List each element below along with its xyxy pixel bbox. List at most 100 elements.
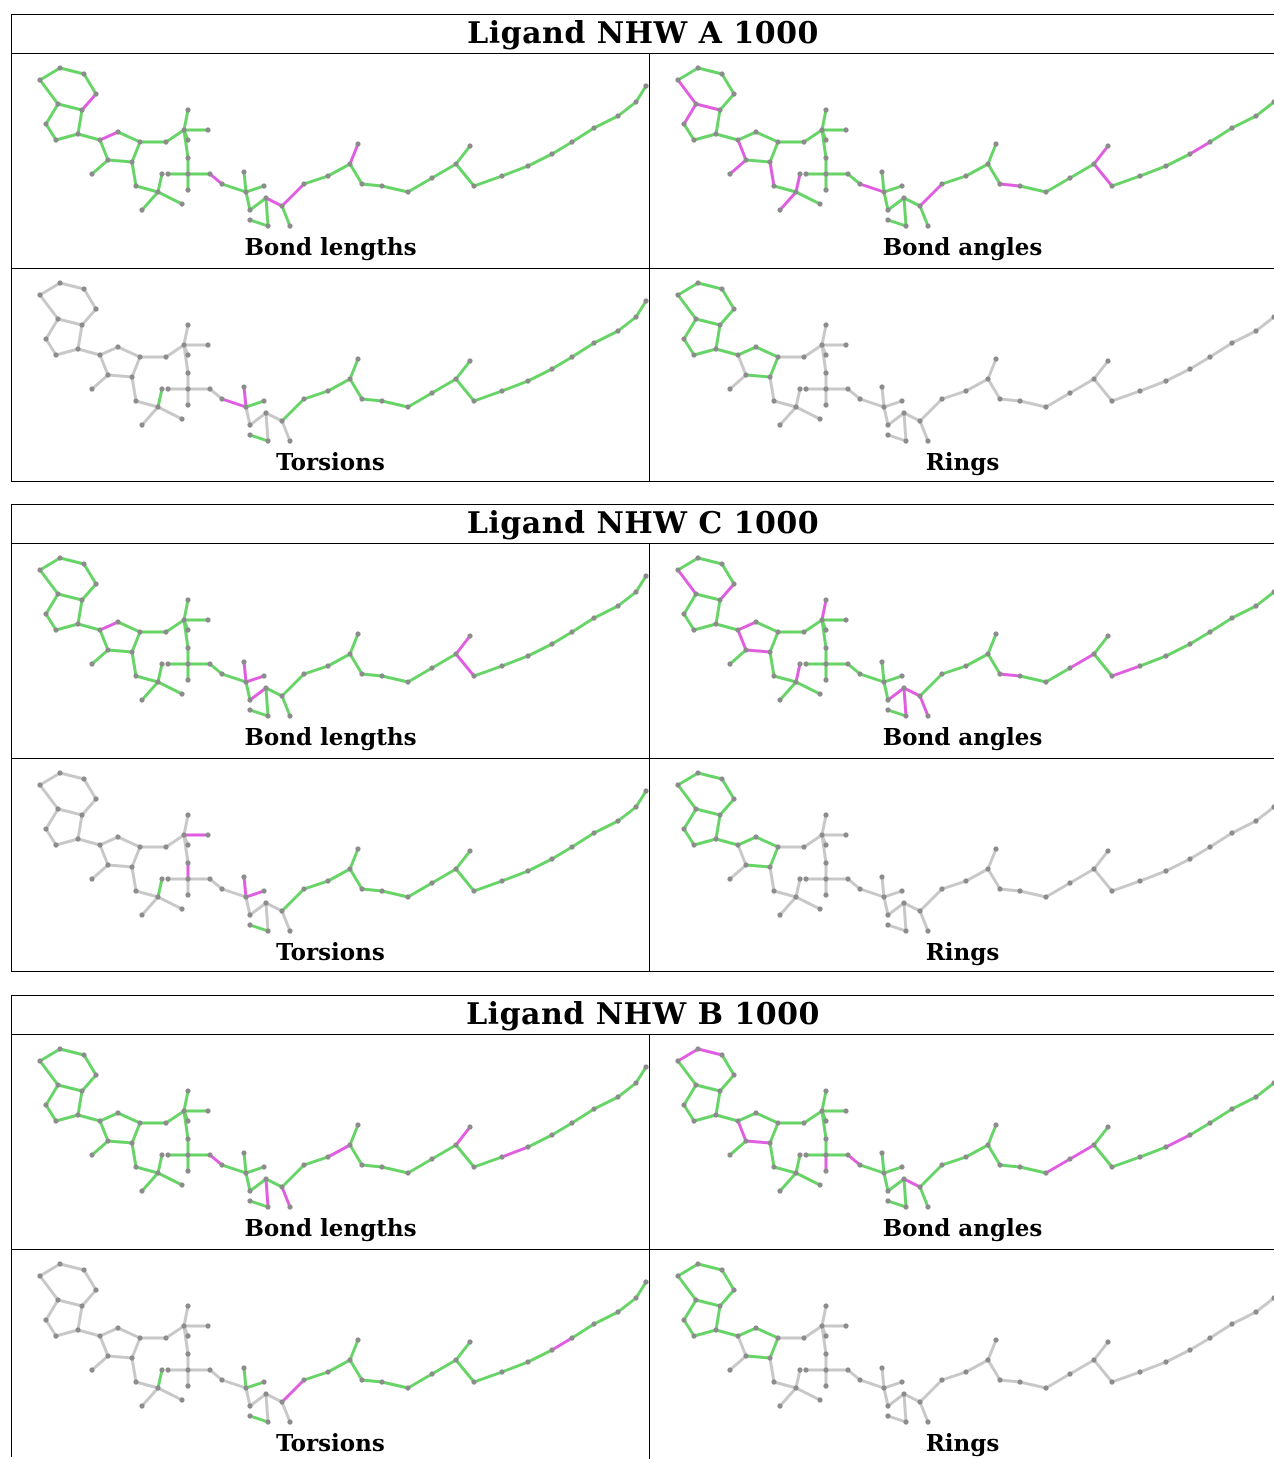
atom <box>985 1142 991 1148</box>
atom <box>165 171 171 177</box>
atom <box>243 404 249 410</box>
bond <box>44 592 60 616</box>
bond <box>882 895 890 917</box>
bond <box>964 377 990 393</box>
bond <box>164 1324 186 1340</box>
atom <box>355 846 361 852</box>
panel-label: Bond lengths <box>244 724 417 751</box>
atom <box>93 1072 99 1078</box>
bond <box>550 1336 574 1352</box>
atom <box>453 1142 459 1148</box>
atom <box>743 1353 749 1359</box>
bond <box>302 389 330 401</box>
atom <box>347 161 353 167</box>
atom <box>55 101 61 107</box>
bond <box>130 650 138 678</box>
atom <box>917 203 923 209</box>
atom <box>241 874 247 880</box>
atom <box>817 1182 823 1188</box>
atom <box>57 1261 63 1267</box>
atom <box>817 691 823 697</box>
bond <box>156 1153 164 1175</box>
bond <box>248 686 268 702</box>
atom <box>843 127 849 133</box>
atom <box>803 661 809 667</box>
atom <box>1271 1295 1274 1301</box>
bond <box>694 102 722 112</box>
bond <box>820 343 828 375</box>
atom <box>885 922 891 928</box>
atom <box>731 581 737 587</box>
atom <box>691 627 697 633</box>
bond <box>754 620 780 634</box>
bond <box>1188 355 1212 371</box>
bond <box>208 1153 224 1167</box>
bond <box>616 315 638 333</box>
atom <box>881 404 887 410</box>
atom <box>985 161 991 167</box>
bond <box>454 1125 472 1147</box>
atom <box>1229 1106 1235 1112</box>
bond <box>570 1107 596 1125</box>
atom <box>55 316 61 322</box>
bond <box>986 652 1002 676</box>
atom <box>823 677 829 683</box>
bond <box>886 433 908 443</box>
ligand-structure-diagram <box>675 280 1274 444</box>
atom <box>181 127 187 133</box>
bond <box>56 102 84 112</box>
atom <box>879 169 885 175</box>
bond <box>76 132 102 142</box>
bond <box>794 680 822 696</box>
bond <box>38 568 60 596</box>
atom <box>713 1327 719 1333</box>
atom <box>963 388 969 394</box>
atom <box>823 1351 829 1357</box>
panel-bond-lengths: Bond lengths <box>12 544 649 758</box>
atom <box>467 358 473 364</box>
bond <box>1230 114 1258 130</box>
atom <box>179 906 185 912</box>
atom <box>823 1152 829 1158</box>
atom <box>243 1385 249 1391</box>
atom <box>963 1369 969 1375</box>
atom <box>37 77 43 83</box>
atom <box>355 356 361 362</box>
bond <box>882 405 890 427</box>
atom <box>1091 161 1097 167</box>
atom <box>1207 844 1213 850</box>
atom <box>55 1082 61 1088</box>
atom <box>93 581 99 587</box>
atom <box>247 1413 253 1419</box>
bond <box>692 347 718 357</box>
atom <box>89 876 95 882</box>
atom <box>985 866 991 872</box>
bond <box>676 78 698 106</box>
bond <box>380 399 410 409</box>
atom <box>1187 151 1193 157</box>
atom <box>1043 1385 1049 1391</box>
bond <box>280 419 292 443</box>
bond <box>326 652 352 668</box>
atom <box>405 679 411 685</box>
atom <box>939 671 945 677</box>
atom <box>429 1156 435 1162</box>
bond <box>802 1324 824 1340</box>
atom <box>185 352 191 358</box>
bond <box>682 1298 698 1322</box>
atom <box>767 1140 773 1146</box>
bond <box>902 411 922 423</box>
bond <box>550 1121 574 1137</box>
bond <box>592 819 620 835</box>
bond <box>1110 879 1142 893</box>
bond <box>90 648 110 666</box>
atom <box>753 129 759 135</box>
atom <box>1017 888 1023 894</box>
block-title: Ligand NHW C 1000 <box>12 505 1274 544</box>
bond <box>736 1111 758 1123</box>
bond <box>98 620 120 632</box>
bond <box>772 1165 798 1175</box>
atom <box>803 1367 809 1373</box>
atom <box>499 1369 505 1375</box>
atom <box>819 1323 825 1329</box>
